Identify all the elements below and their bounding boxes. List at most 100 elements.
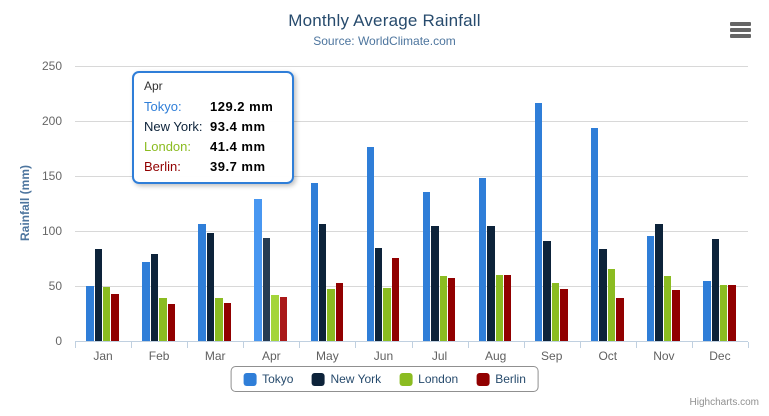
bar-tokyo-apr[interactable] [254,198,262,341]
x-category-label-sep: Sep [541,349,563,363]
bar-new-york-may[interactable] [318,224,327,341]
tooltip-header: Apr [144,79,163,93]
y-tick-label-0: 0 [55,334,62,348]
y-tick-label-100: 100 [41,224,62,238]
x-axis-tick [75,342,76,348]
legend-marker-icon [311,372,325,386]
tooltip-series-name: London: [144,139,191,154]
x-axis-tick [691,342,693,348]
bar-new-york-oct[interactable] [599,249,607,341]
bar-new-york-apr[interactable] [262,238,271,341]
x-category-label-feb: Feb [148,349,170,363]
y-tick-label-250: 250 [41,59,62,73]
bar-berlin-nov[interactable] [672,289,680,341]
bar-london-jul[interactable] [439,276,447,341]
legend-marker-icon [399,372,413,386]
bar-tokyo-mar[interactable] [198,223,206,341]
bar-tokyo-sep[interactable] [534,102,543,341]
x-axis-tick [411,342,413,348]
x-category-label-aug: Aug [484,349,507,363]
x-category-label-dec: Dec [709,349,731,363]
bar-berlin-may[interactable] [335,283,344,341]
x-axis-tick [131,342,133,348]
tooltip-series-value: 41.4 mm [210,139,266,154]
chart-subtitle: Source: WorldClimate.com [313,34,456,48]
bar-london-mar[interactable] [215,297,223,341]
bar-tokyo-oct[interactable] [590,127,599,341]
credits-link[interactable]: Highcharts.com [689,397,759,408]
plot-area [75,66,748,342]
bar-new-york-jul[interactable] [431,225,439,341]
legend-item-london[interactable]: London [399,372,458,386]
bar-new-york-jun[interactable] [375,248,383,341]
x-axis-tick [635,342,637,348]
bar-new-york-sep[interactable] [543,240,551,341]
bar-berlin-oct[interactable] [616,298,624,341]
bar-new-york-aug[interactable] [487,226,495,341]
x-category-label-may: May [316,349,339,363]
legend-label: London [418,372,459,386]
legend-item-tokyo[interactable]: Tokyo [243,372,293,386]
chart-title: Monthly Average Rainfall [288,11,481,30]
bar-berlin-dec[interactable] [728,284,736,341]
bar-london-dec[interactable] [719,284,728,341]
bar-london-feb[interactable] [159,298,167,341]
y-tick-label-50: 50 [48,279,62,293]
legend-item-berlin[interactable]: Berlin [476,372,526,386]
x-axis-tick [187,342,189,348]
bar-london-jun[interactable] [383,287,391,341]
bar-new-york-nov[interactable] [655,223,663,341]
bar-tokyo-jul[interactable] [422,191,431,341]
gridline-100 [75,231,748,232]
gridline-50 [75,286,748,287]
bar-tokyo-jan[interactable] [86,286,94,341]
bar-tokyo-may[interactable] [310,182,318,341]
bar-berlin-feb[interactable] [167,304,175,341]
bar-tokyo-feb[interactable] [142,262,150,341]
bar-new-york-jan[interactable] [94,249,103,341]
x-axis-tick [299,342,301,348]
x-category-label-jul: Jul [431,349,448,363]
bar-berlin-aug[interactable] [504,274,512,341]
x-category-label-mar: Mar [204,349,226,363]
gridline-150 [75,176,748,177]
hamburger-icon [730,22,752,38]
legend: Tokyo New York London Berlin [230,366,539,392]
bar-berlin-jul[interactable] [447,277,456,341]
legend-label: Berlin [495,372,526,386]
bar-london-oct[interactable] [607,269,616,341]
bar-london-may[interactable] [327,289,335,341]
bar-london-jan[interactable] [103,287,111,341]
tooltip-series-value: 39.7 mm [210,159,266,174]
export-menu-button[interactable] [728,20,754,40]
bar-new-york-mar[interactable] [206,232,215,341]
bar-london-sep[interactable] [551,283,560,341]
tooltip-series-value: 129.2 mm [210,99,274,114]
x-axis-tick [243,342,245,348]
bar-tokyo-dec[interactable] [703,281,711,341]
tooltip-series-name: Berlin: [144,159,181,174]
bar-london-aug[interactable] [495,275,504,341]
bar-london-nov[interactable] [663,275,672,341]
bar-tokyo-nov[interactable] [647,235,655,341]
gridline-250 [75,66,748,67]
bar-tokyo-jun[interactable] [366,147,375,341]
bar-berlin-sep[interactable] [560,288,568,341]
bar-new-york-dec[interactable] [711,239,719,341]
legend-item-new-york[interactable]: New York [311,372,381,386]
gridline-200 [75,121,748,122]
tooltip-series-value: 93.4 mm [210,119,266,134]
x-axis-tick [748,342,749,348]
bar-berlin-apr[interactable] [279,297,288,341]
bar-berlin-mar[interactable] [223,303,232,341]
bar-berlin-jan[interactable] [111,294,119,341]
tooltip-series-name: New York: [144,119,203,134]
bar-tokyo-aug[interactable] [478,177,487,341]
bar-london-apr[interactable] [271,295,279,341]
x-axis-tick [523,342,525,348]
bar-new-york-feb[interactable] [150,254,159,341]
legend-marker-icon [476,372,490,386]
bar-berlin-jun[interactable] [391,257,400,341]
x-category-label-nov: Nov [653,349,675,363]
